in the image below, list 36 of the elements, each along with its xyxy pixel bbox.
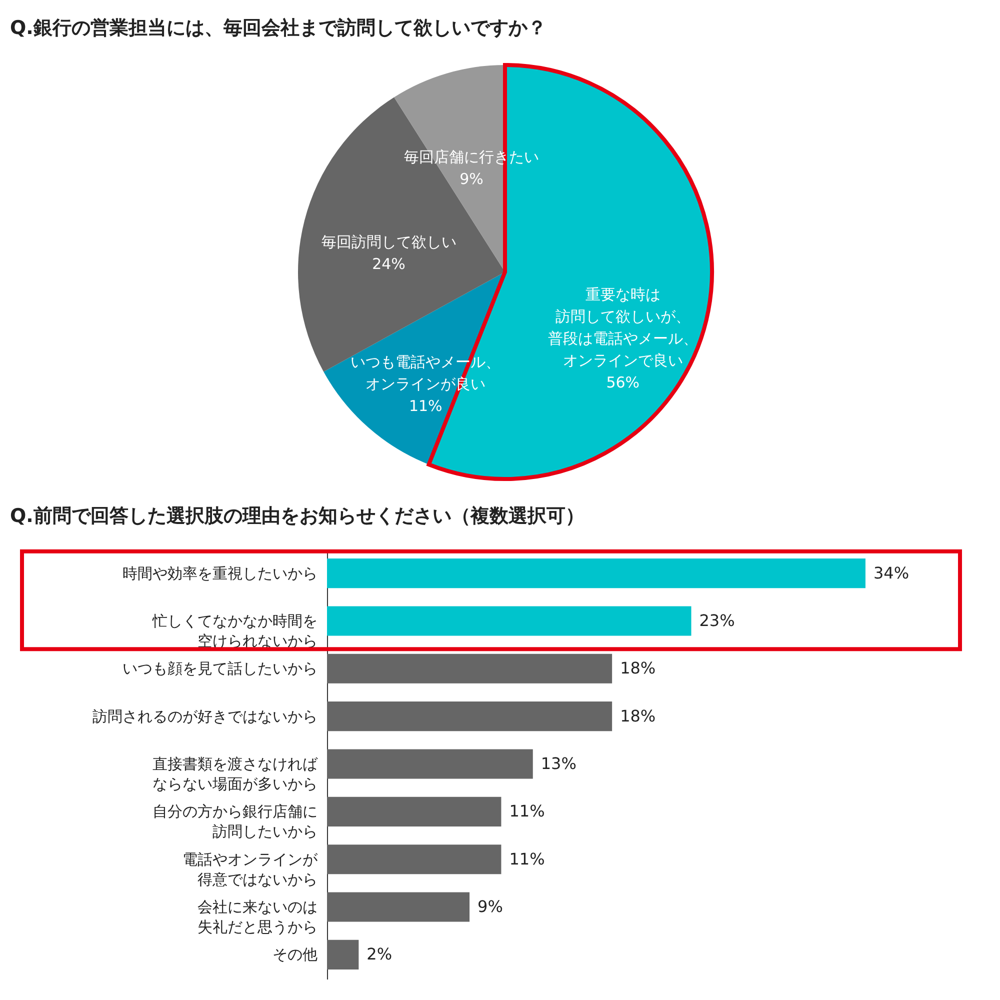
slice-label: 重要な時は訪問して欲しいが、普段は電話やメール、オンラインで良い (548, 285, 698, 370)
data-label: 11% (509, 849, 545, 868)
data-label: 24% (372, 255, 406, 274)
chart-title: Q.銀行の営業担当には、毎回会社まで訪問して欲しいですか？ (10, 17, 546, 39)
y-tick-label: 時間や効率を重視したいから (122, 564, 318, 582)
pie-slice (324, 272, 505, 464)
bar (327, 892, 470, 922)
data-label: 23% (699, 610, 735, 630)
data-label: 56% (606, 373, 640, 392)
y-tick-label: 自分の方から銀行店舗に訪問したいから (152, 802, 318, 841)
data-label: 9% (460, 170, 484, 188)
data-label: 9% (478, 897, 503, 916)
y-tick-label: その他 (272, 946, 318, 964)
bar (327, 940, 359, 970)
bar (327, 654, 612, 684)
data-label: 2% (366, 944, 392, 964)
bar (327, 558, 866, 588)
data-label: 11% (408, 397, 442, 416)
data-label: 18% (620, 706, 656, 726)
bar (327, 749, 533, 779)
bar (327, 702, 612, 732)
bar (327, 844, 502, 874)
y-tick-label: 訪問されるのが好きではないから (92, 707, 318, 726)
data-label: 11% (509, 802, 545, 821)
data-label: 13% (540, 754, 576, 773)
data-label: 34% (873, 563, 910, 582)
y-tick-label: 直接書類を渡さなければならない場面が多いから (152, 755, 318, 793)
y-tick-label: いつも顔を見て話したいから (122, 660, 318, 678)
bar (327, 796, 502, 826)
chart-title: Q.前問で回答した選択肢の理由をお知らせください（複数選択可） (10, 505, 584, 527)
slice-label: 毎回訪問して欲しい (321, 233, 456, 252)
y-tick-label: 会社に来ないのは失礼だと思うから (198, 898, 318, 936)
y-tick-label: 電話やオンラインが得意ではないから (182, 850, 318, 888)
data-label: 18% (620, 658, 656, 678)
bar (327, 606, 692, 636)
pie-slice (298, 97, 505, 372)
